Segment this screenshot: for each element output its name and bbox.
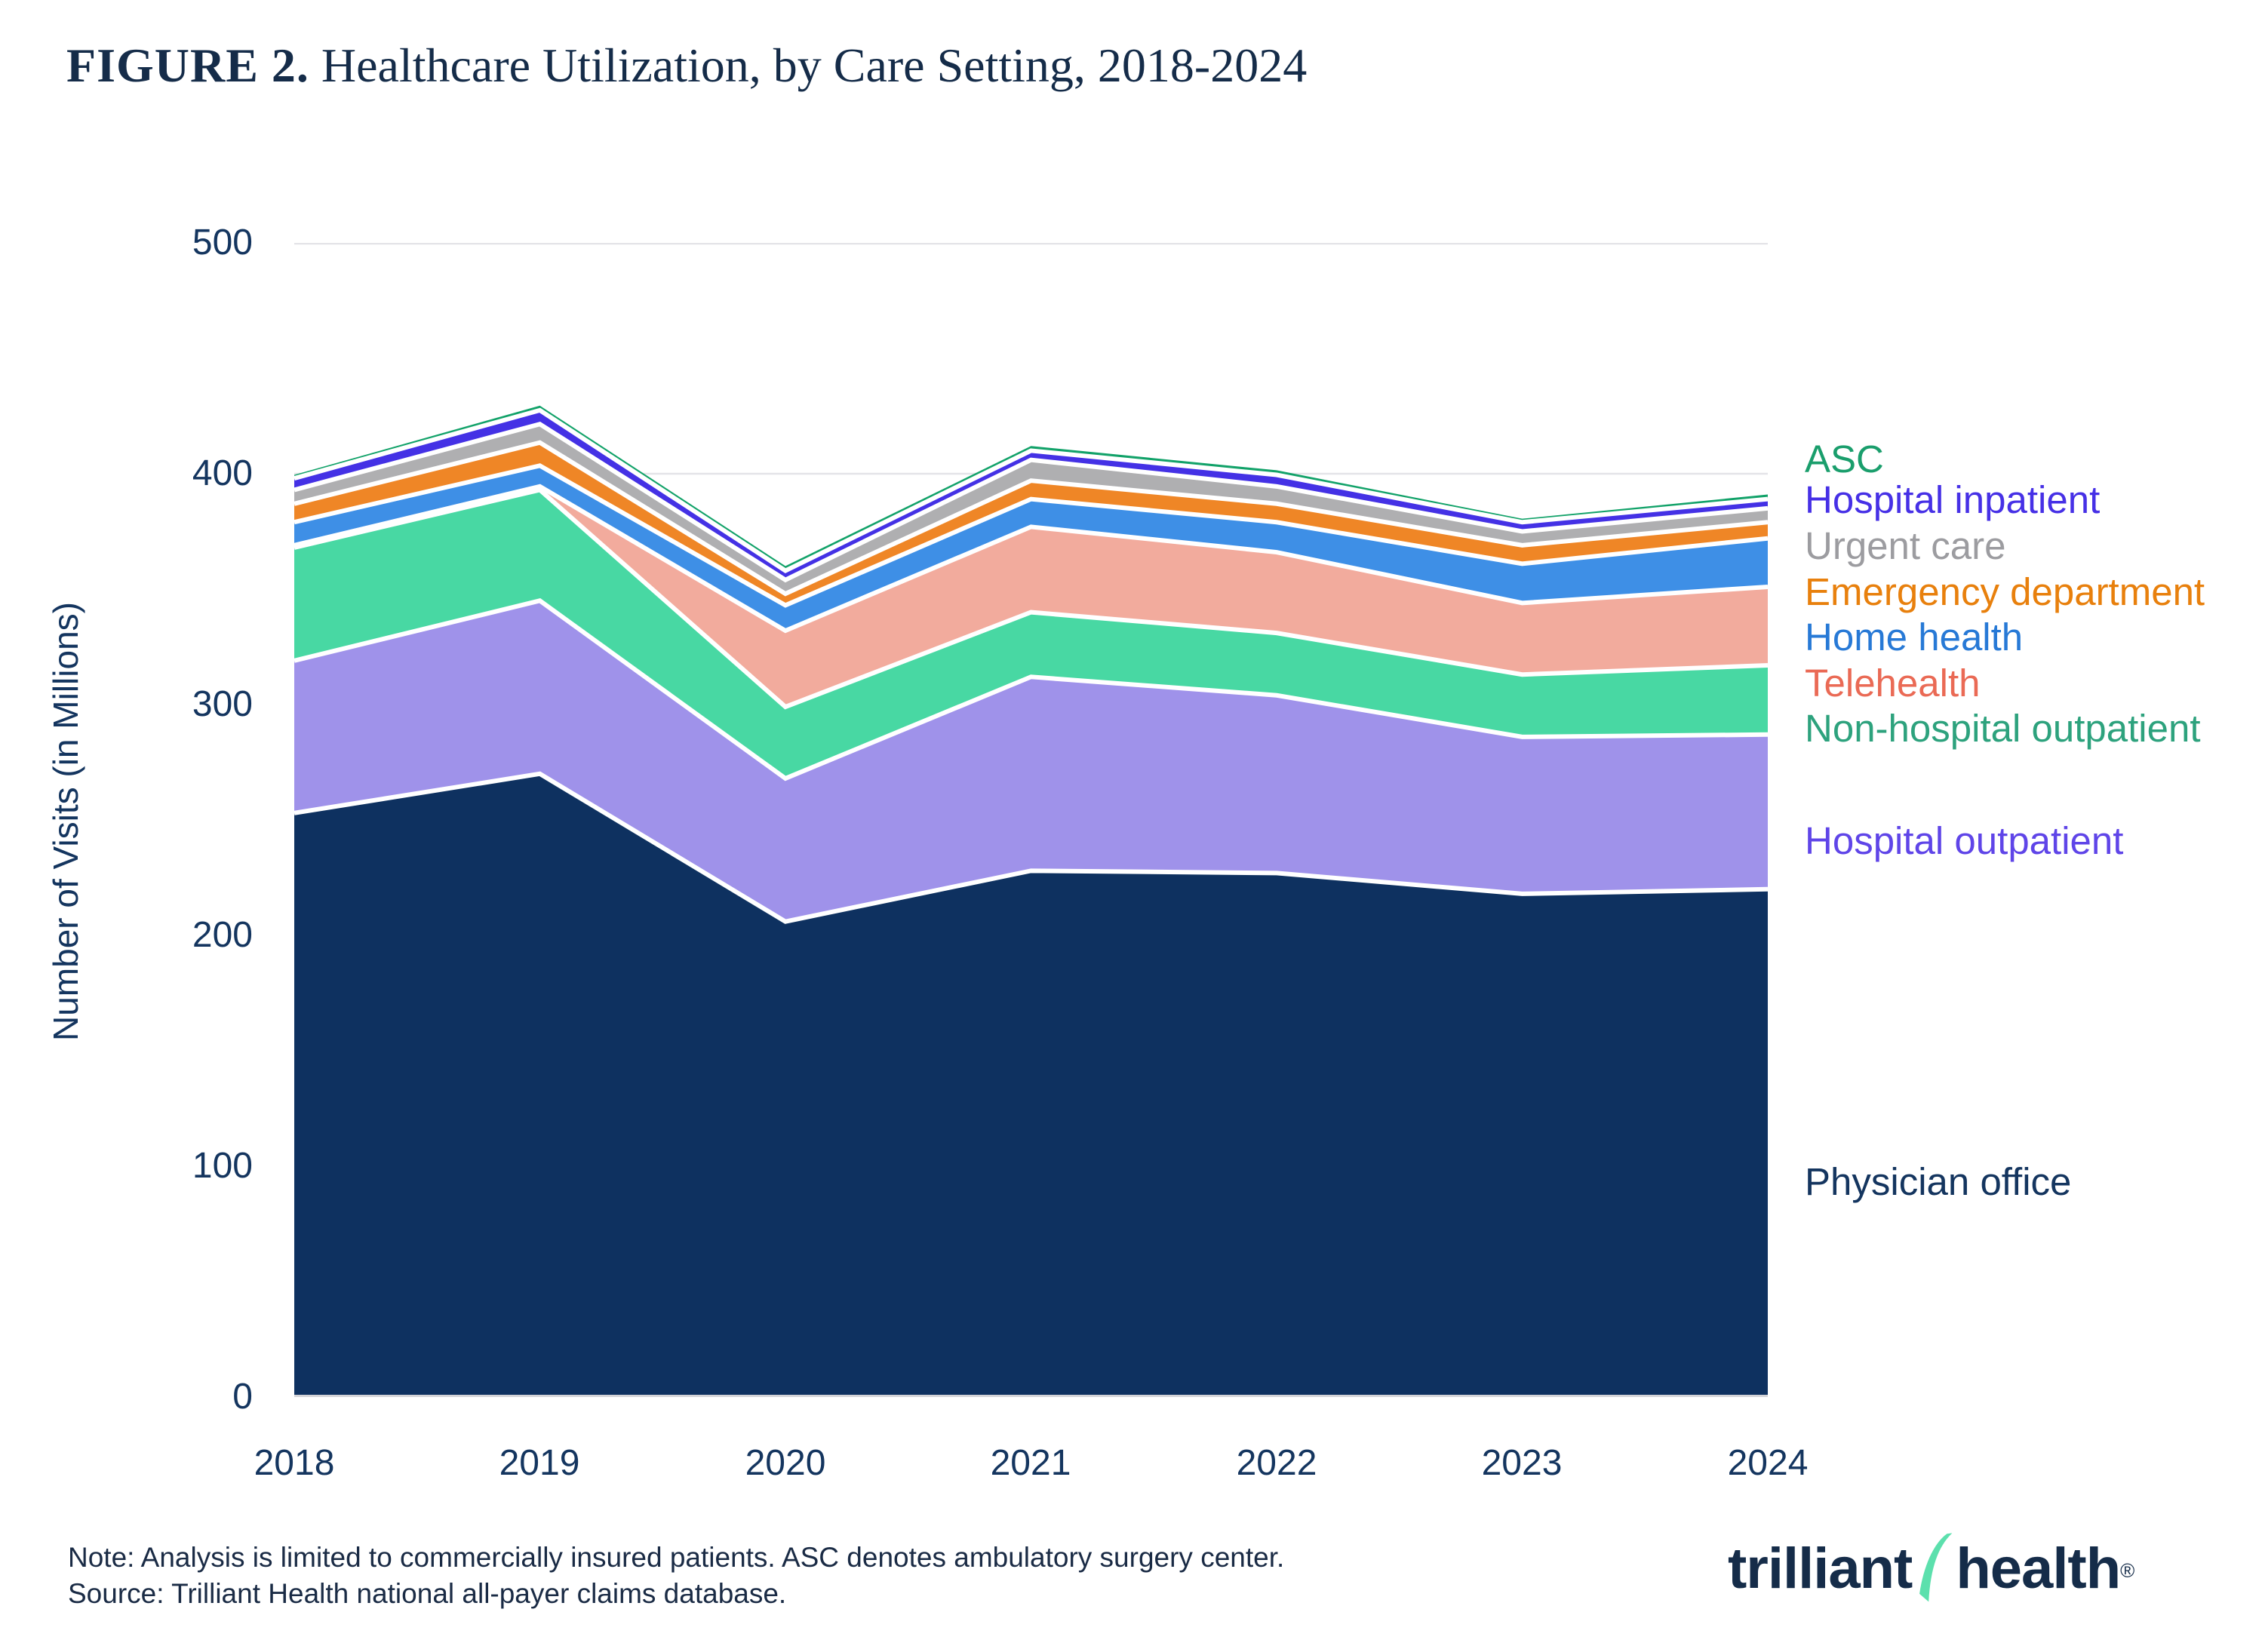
- legend-item-emergency-department: Emergency department: [1805, 570, 2205, 613]
- figure-number: FIGURE 2.: [66, 38, 309, 92]
- legend-item-urgent-care: Urgent care: [1805, 524, 2006, 567]
- footnote-line: Note: Analysis is limited to commerciall…: [68, 1542, 1285, 1573]
- y-tick-100: 100: [192, 1146, 253, 1186]
- x-tick-2019: 2019: [499, 1443, 580, 1483]
- figure-title: FIGURE 2. Healthcare Utilization, by Car…: [66, 38, 1307, 94]
- legend-item-asc: ASC: [1805, 438, 1884, 481]
- stacked-area-chart: [294, 243, 1768, 1397]
- x-tick-2022: 2022: [1236, 1443, 1317, 1483]
- x-tick-2023: 2023: [1481, 1443, 1563, 1483]
- legend-item-non-hospital-outpatient: Non-hospital outpatient: [1805, 707, 2201, 750]
- logo-word-trilliant: trilliant: [1728, 1537, 1913, 1601]
- x-tick-2024: 2024: [1727, 1443, 1809, 1483]
- y-tick-0: 0: [232, 1377, 253, 1417]
- legend-item-hospital-inpatient: Hospital inpatient: [1805, 478, 2101, 521]
- logo-swoosh-icon: [1919, 1533, 1953, 1602]
- y-tick-300: 300: [192, 684, 253, 724]
- x-tick-2020: 2020: [745, 1443, 826, 1483]
- trilliant-health-logo: trilliant health ®: [1728, 1533, 2134, 1608]
- area-hospital-outpatient: [294, 600, 1768, 922]
- x-tick-2021: 2021: [990, 1443, 1071, 1483]
- y-tick-200: 200: [192, 915, 253, 955]
- area-physician-office: [294, 773, 1768, 1397]
- y-tick-500: 500: [192, 223, 253, 263]
- y-axis-label: Number of Visits (in Millions): [46, 602, 85, 1041]
- logo-registered-mark: ®: [2120, 1559, 2134, 1582]
- x-tick-2018: 2018: [254, 1443, 335, 1483]
- legend-item-hospital-outpatient: Hospital outpatient: [1805, 819, 2124, 862]
- legend-item-physician-office: Physician office: [1805, 1160, 2072, 1203]
- area-non-hospital-outpatient: [294, 490, 1768, 778]
- source-line: Source: Trilliant Health national all-pa…: [68, 1578, 787, 1609]
- legend-item-home-health: Home health: [1805, 616, 2024, 659]
- legend-item-telehealth: Telehealth: [1805, 662, 1981, 705]
- logo-word-health: health: [1956, 1537, 2121, 1601]
- figure-title-text: Healthcare Utilization, by Care Setting,…: [309, 38, 1308, 92]
- y-tick-400: 400: [192, 453, 253, 493]
